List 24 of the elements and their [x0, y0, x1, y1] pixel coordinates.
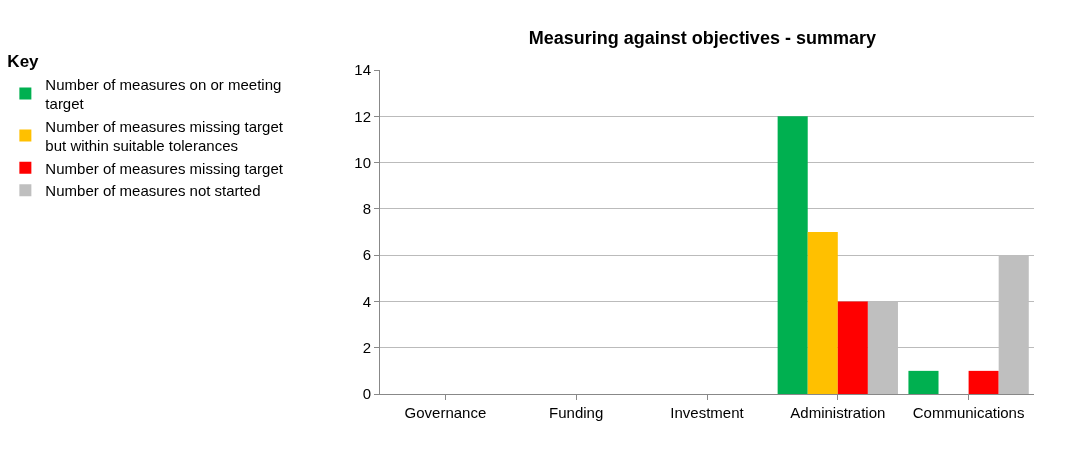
x-tick-label: Communications [912, 404, 1025, 421]
bar [968, 370, 999, 394]
bar [908, 370, 939, 394]
legend-label: Number of measures not started [45, 182, 261, 200]
y-tick-label: 12 [354, 107, 371, 125]
chart-title: Measuring against objectives - summary [528, 28, 876, 49]
y-tick-label: 8 [362, 200, 371, 218]
legend-label: Number of measures missing target [45, 159, 284, 177]
y-tick-label: 10 [354, 153, 371, 171]
bar [777, 116, 808, 394]
y-tick-label: 0 [362, 385, 371, 403]
y-tick-label: 14 [354, 61, 371, 79]
x-tick-label: Investment [670, 404, 745, 421]
bar [807, 232, 838, 394]
x-tick-label: Administration [790, 404, 886, 421]
x-tick-label: Funding [549, 404, 604, 421]
y-tick-label: 2 [362, 338, 371, 356]
x-tick-label: Governance [404, 404, 487, 421]
legend-label: Number of measures missing target but within suitable tolerances [45, 117, 284, 155]
y-tick-label: 6 [362, 246, 371, 264]
legend-title: Key [7, 52, 40, 72]
bar [837, 301, 868, 394]
y-tick-label: 4 [362, 292, 371, 310]
legend-label: Number of measures on or meeting target [45, 75, 282, 113]
